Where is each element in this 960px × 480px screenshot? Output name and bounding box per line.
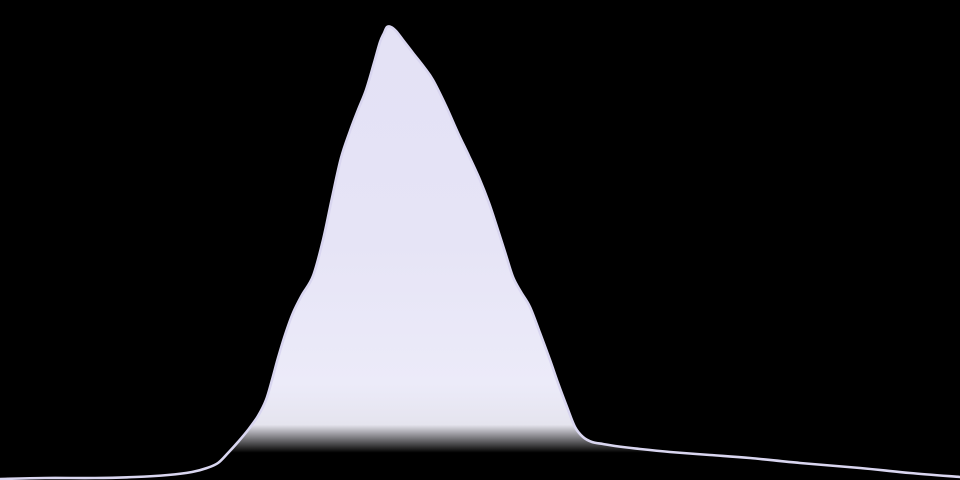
density-curve-line	[0, 25, 960, 480]
density-area-fill	[0, 26, 960, 480]
